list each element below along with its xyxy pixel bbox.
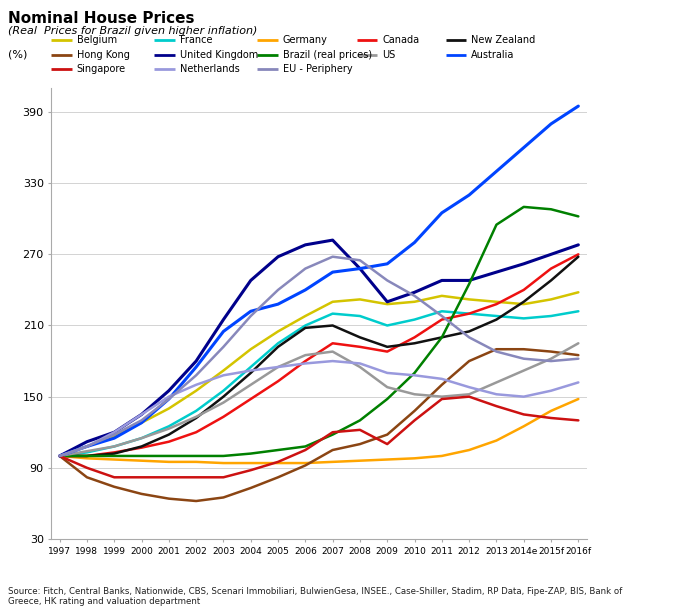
Text: United Kingdom: United Kingdom xyxy=(180,50,258,60)
Text: France: France xyxy=(180,35,212,44)
Text: (Real  Prices for Brazil given higher inflation): (Real Prices for Brazil given higher inf… xyxy=(8,26,258,35)
Text: Source: Fitch, Central Banks, Nationwide, CBS, Scenari Immobiliari, BulwienGesa,: Source: Fitch, Central Banks, Nationwide… xyxy=(8,586,622,606)
Text: EU - Periphery: EU - Periphery xyxy=(283,65,352,74)
Text: Belgium: Belgium xyxy=(77,35,117,44)
Text: Nominal House Prices: Nominal House Prices xyxy=(8,11,195,26)
Text: Germany: Germany xyxy=(283,35,327,44)
Text: Canada: Canada xyxy=(382,35,419,44)
Text: Australia: Australia xyxy=(471,50,514,60)
Text: Hong Kong: Hong Kong xyxy=(77,50,130,60)
Text: Brazil (real prices): Brazil (real prices) xyxy=(283,50,372,60)
Text: New Zealand: New Zealand xyxy=(471,35,536,44)
Text: US: US xyxy=(382,50,395,60)
Text: Netherlands: Netherlands xyxy=(180,65,239,74)
Text: (%): (%) xyxy=(8,50,27,60)
Text: Singapore: Singapore xyxy=(77,65,126,74)
